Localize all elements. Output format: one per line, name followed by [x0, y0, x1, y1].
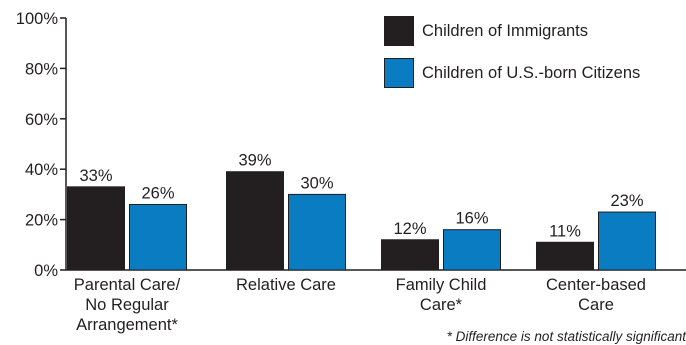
bar: [381, 239, 439, 271]
legend-label-immigrants: Children of Immigrants: [422, 21, 588, 40]
bar: [536, 241, 594, 271]
legend-item-us-born: Children of U.S.-born Citizens: [384, 56, 640, 90]
data-label: 39%: [238, 152, 271, 170]
legend-swatch-immigrants: [384, 16, 414, 46]
y-tick-label: 80%: [25, 60, 58, 78]
y-tick-label: 0%: [34, 262, 58, 280]
bar: [67, 186, 125, 271]
data-label: 30%: [300, 174, 333, 192]
legend: Children of Immigrants Children of U.S.-…: [384, 14, 640, 98]
legend-label-us-born: Children of U.S.-born Citizens: [422, 63, 641, 82]
data-label: 33%: [79, 167, 112, 185]
bar: [226, 171, 284, 271]
x-tick-label: Relative Care: [236, 276, 336, 294]
data-label: 26%: [141, 184, 174, 202]
legend-swatch-us-born: [384, 58, 414, 88]
labels: 33% 26% Parental Care/No Regular Arrangemen…: [74, 152, 646, 334]
y-tick-label: 60%: [25, 111, 58, 129]
data-label: 16%: [455, 210, 488, 228]
y-tick-label: 40%: [25, 161, 58, 179]
bar: [129, 203, 187, 271]
x-tick-label: Family Child Care*: [396, 276, 487, 314]
y-tick-label: 20%: [25, 212, 58, 230]
bars: [67, 171, 656, 271]
footnote: * Difference is not statistically signif…: [446, 329, 686, 344]
data-label: 11%: [549, 222, 581, 240]
bar: [598, 211, 656, 271]
x-tick-label: Center-based Care: [546, 276, 646, 314]
bar: [443, 229, 501, 271]
legend-item-immigrants: Children of Immigrants: [384, 14, 640, 48]
bar: [288, 193, 346, 271]
data-label: 23%: [610, 192, 643, 210]
y-tick-label: 100%: [16, 10, 59, 28]
data-label: 12%: [393, 220, 426, 238]
x-tick-label: Parental Care/No Regular Arrangement*: [74, 276, 181, 334]
